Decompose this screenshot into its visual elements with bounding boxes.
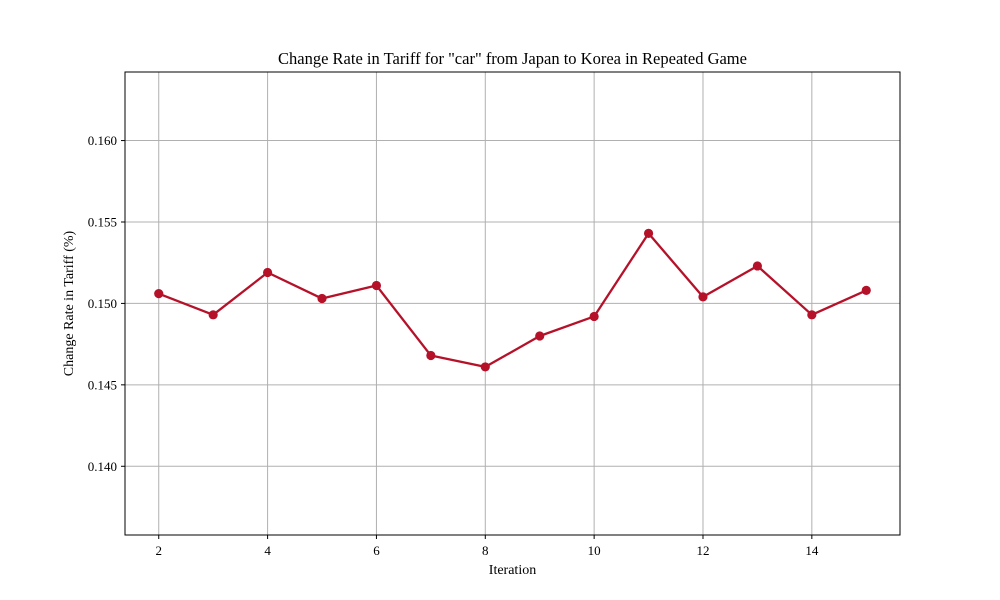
x-tick-label: 2 bbox=[155, 543, 162, 558]
y-tick-label: 0.160 bbox=[88, 133, 117, 148]
data-point bbox=[752, 261, 763, 271]
data-point bbox=[317, 293, 327, 304]
axis-ticks: 2 4 6 8 10 12 14 0.140 0.145 0.150 0.155 0.160 bbox=[88, 133, 819, 558]
x-tick-label: 8 bbox=[482, 543, 489, 558]
x-tick-label: 6 bbox=[373, 543, 380, 558]
data-point bbox=[643, 228, 654, 238]
data-point bbox=[262, 267, 273, 278]
data-point bbox=[480, 362, 490, 372]
y-tick-label: 0.155 bbox=[88, 214, 117, 229]
series-layer bbox=[154, 228, 871, 372]
x-tick-label: 10 bbox=[588, 543, 601, 558]
data-point bbox=[861, 285, 871, 295]
series-line bbox=[158, 232, 867, 369]
x-tick-label: 12 bbox=[696, 543, 709, 558]
y-tick-label: 0.140 bbox=[88, 459, 117, 474]
x-tick-label: 14 bbox=[805, 543, 819, 558]
data-point bbox=[208, 310, 218, 320]
x-axis-label: Iteration bbox=[489, 563, 536, 578]
chart-title: Change Rate in Tariff for "car" from Jap… bbox=[278, 49, 747, 68]
data-point bbox=[426, 350, 436, 361]
x-tick-label: 4 bbox=[264, 543, 271, 558]
data-point bbox=[371, 280, 382, 291]
data-point bbox=[154, 289, 164, 299]
grid bbox=[125, 72, 900, 535]
data-point bbox=[589, 311, 599, 322]
y-axis-label: Change Rate in Tariff (%) bbox=[62, 230, 77, 376]
y-tick-label: 0.150 bbox=[88, 296, 117, 311]
data-point bbox=[535, 331, 545, 341]
data-point bbox=[807, 310, 817, 320]
data-point bbox=[698, 292, 708, 302]
y-tick-label: 0.145 bbox=[88, 377, 117, 392]
